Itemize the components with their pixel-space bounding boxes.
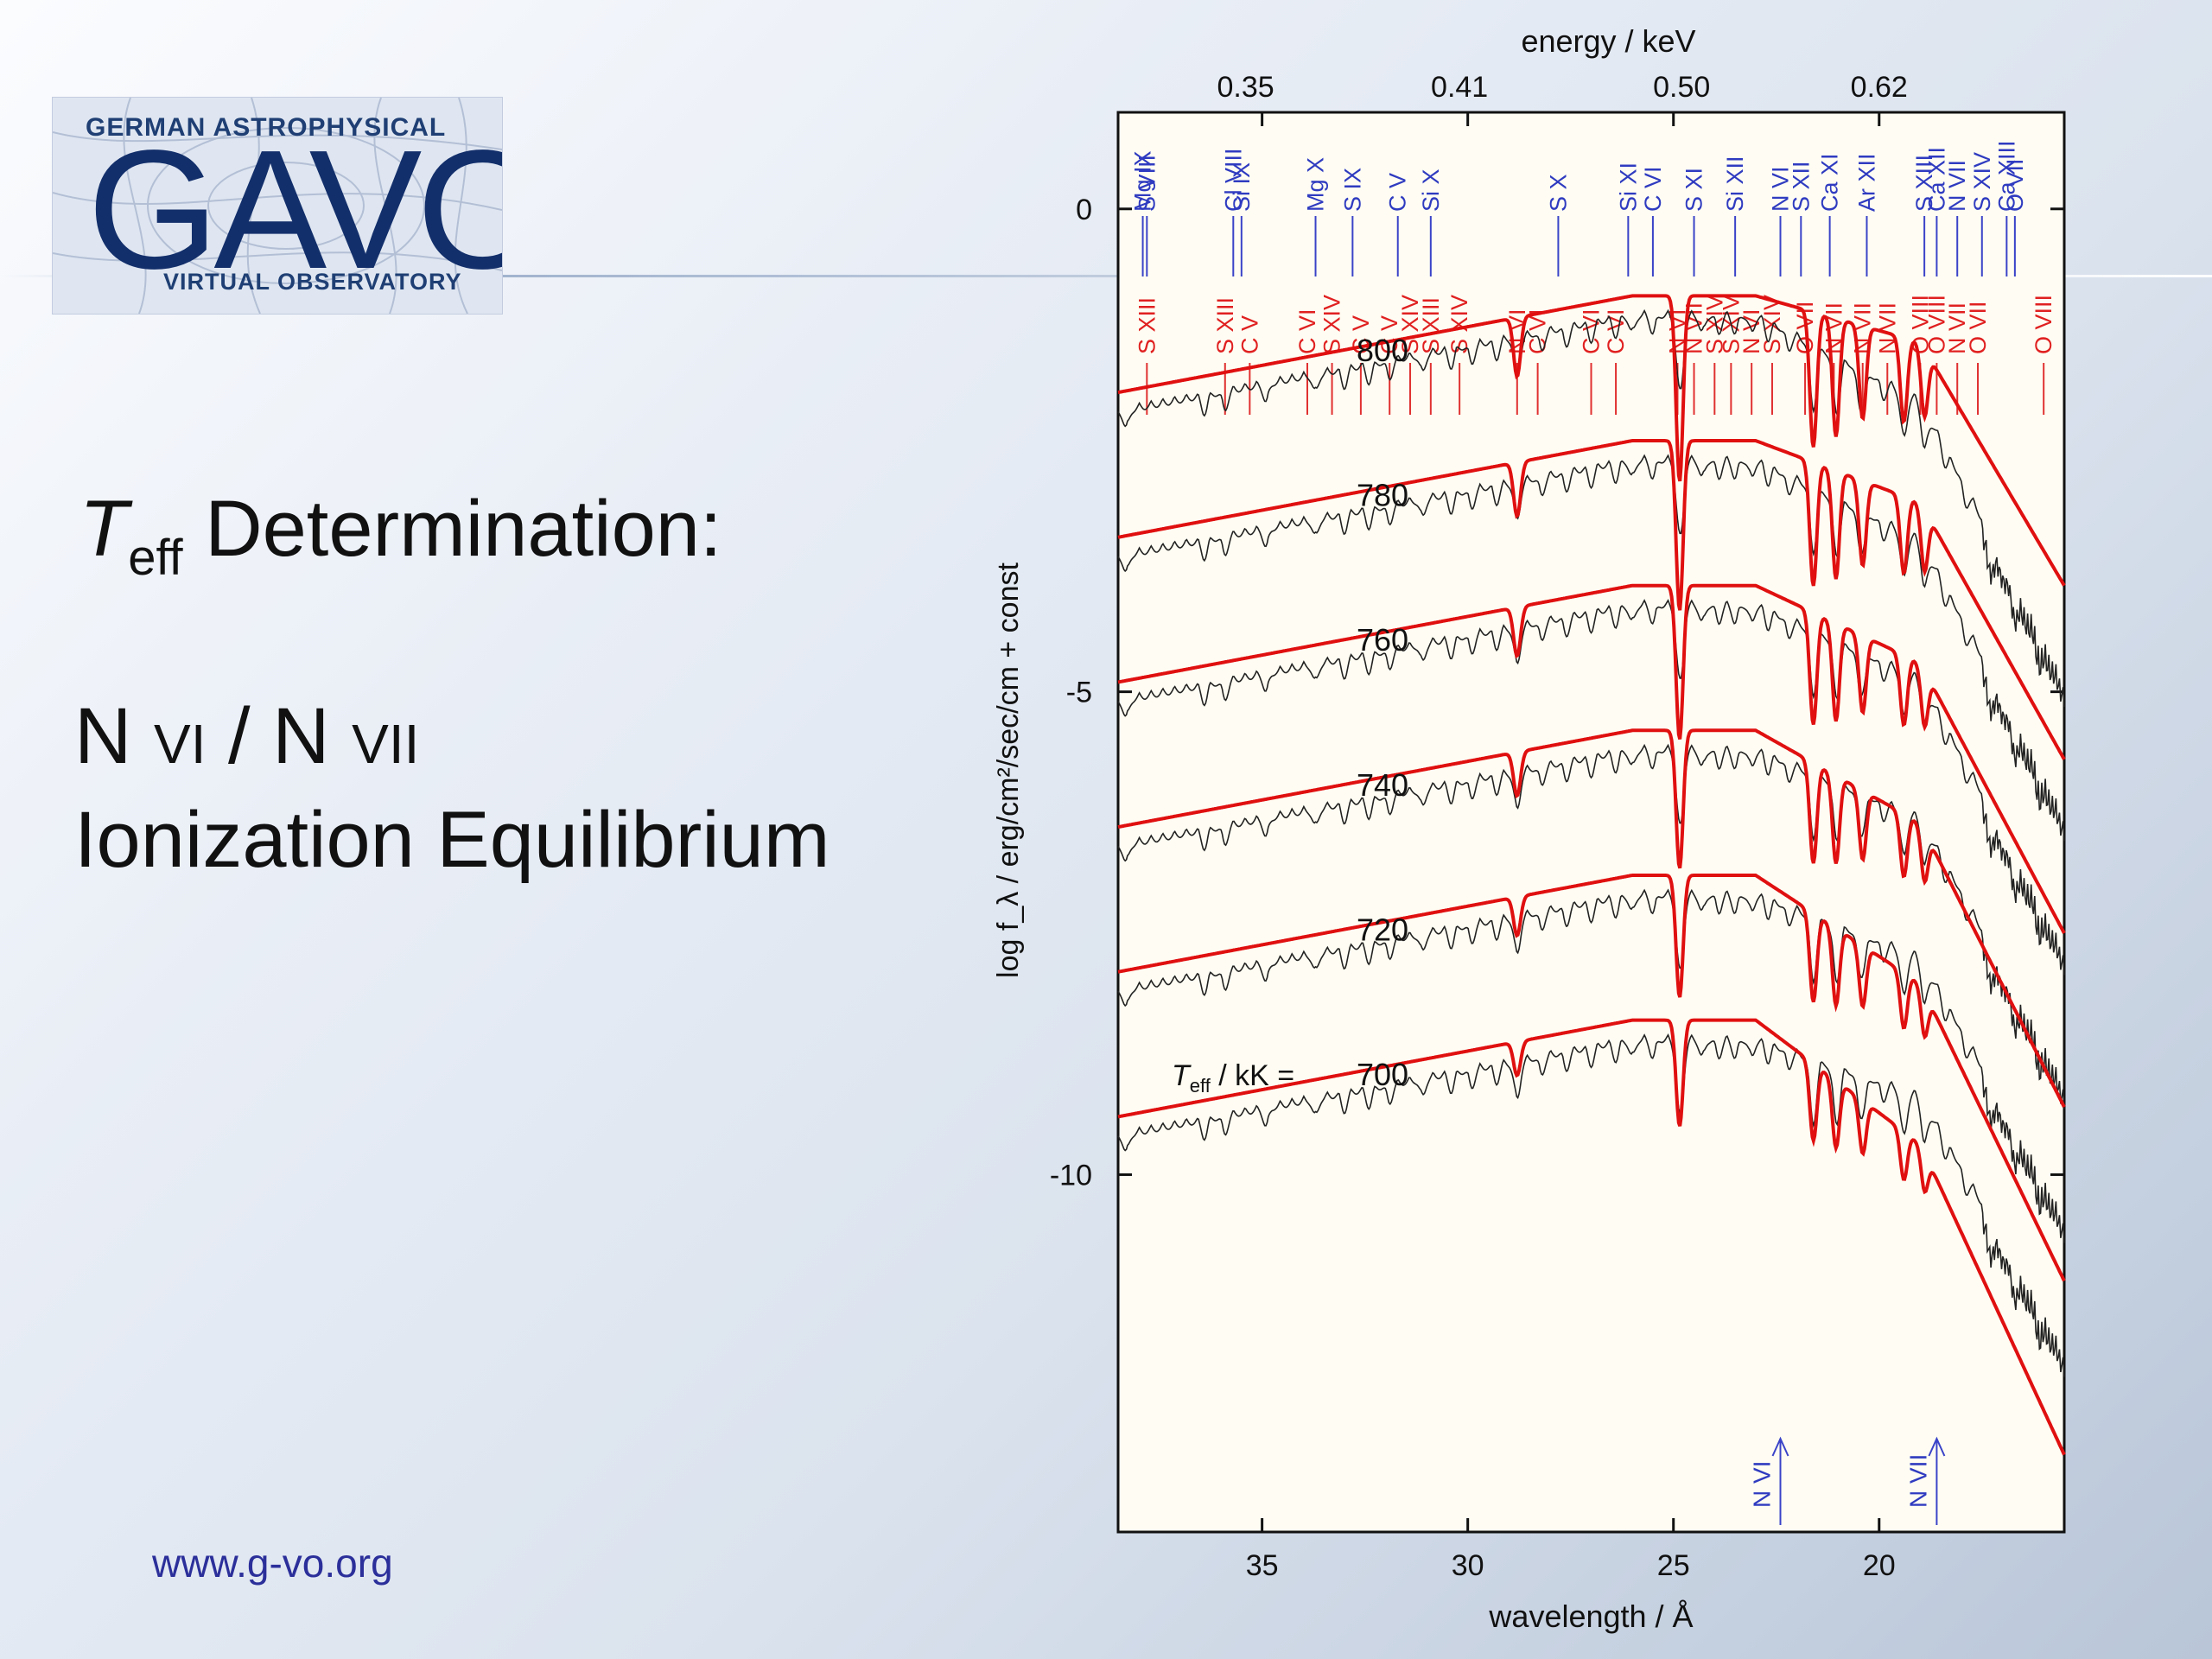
blue-line-label: Si XI [1615, 162, 1641, 212]
blue-line-label: S IX [1339, 168, 1365, 212]
blue-line-label: Ca XI [1817, 153, 1843, 212]
plot-area [1116, 111, 2066, 1534]
x-tick-label: 25 [1657, 1549, 1690, 1582]
series-label-760: 760 [1357, 622, 1408, 658]
ion-a: N [74, 692, 154, 780]
blue-line-label: S XIII [1911, 155, 1937, 212]
red-line-label: C V [1376, 315, 1402, 354]
series-label-800: 800 [1357, 333, 1408, 368]
model-spectrum-740 [1117, 728, 2066, 1109]
website-link[interactable]: www.g-vo.org [152, 1541, 393, 1586]
model-spectrum-780 [1117, 439, 2066, 760]
blue-line-label: S XI [1681, 168, 1707, 212]
blue-line-label: Cl VIII [1220, 148, 1246, 212]
arrow-label: N VII [1904, 1454, 1931, 1508]
blue-line-label: Mg IX [1130, 150, 1156, 212]
series-label-700: 700 [1357, 1057, 1408, 1092]
y-tick-label: -10 [1050, 1159, 1092, 1192]
x2-tick-label: 0.50 [1653, 71, 1710, 104]
gavo-logo: GERMAN ASTROPHYSICAL GAVO VIRTUAL OBSERV… [52, 97, 503, 315]
x2-tick-label: 0.41 [1431, 71, 1488, 104]
x-tick-label: 30 [1452, 1549, 1484, 1582]
blue-line-label: N VII [1944, 160, 1970, 212]
blue-line-label: C VI [1640, 166, 1666, 212]
blue-line-label: Si XII [1722, 156, 1748, 212]
x-tick-label: 20 [1863, 1549, 1896, 1582]
logo-bottom-text: VIRTUAL OBSERVATORY [163, 269, 462, 295]
y-tick-label: 0 [1076, 194, 1092, 226]
red-line-label: S XIII [1134, 297, 1160, 354]
x2-axis-label: energy / keV [1521, 23, 1695, 59]
y-axis-label: log f_λ / erg/cm²/sec/cm + const [992, 563, 1025, 978]
model-spectrum-800 [1117, 294, 2066, 587]
blue-line-label: Ca XII [1923, 147, 1949, 212]
blue-line-label: S XII [1788, 161, 1814, 212]
red-line-label: O VII [1965, 301, 1991, 354]
x2-tick-label: 0.35 [1217, 71, 1274, 104]
model-spectrum-700 [1117, 1018, 2066, 1456]
observed-spectrum-720 [1117, 888, 2065, 1243]
title-rest: Determination: [182, 485, 722, 573]
ion-d: VII [352, 713, 420, 775]
ionization-equilibrium-line: Ionization Equilibrium [74, 796, 830, 884]
arrow-head [1771, 1436, 1789, 1457]
y-tick-label: -5 [1066, 677, 1092, 709]
blue-line-label: N VI [1768, 166, 1794, 212]
model-spectrum-760 [1117, 583, 2066, 934]
slide-title: Teff Determination: [79, 484, 721, 587]
series-label-740: 740 [1357, 767, 1408, 803]
blue-line-label: Ca XIII [1993, 140, 2019, 212]
red-line-label: S XIII [1418, 297, 1444, 354]
red-line-label: S XIV [1446, 295, 1472, 354]
logo-background-grid [53, 98, 502, 314]
x-axis-label: wavelength / Å [1488, 1599, 1693, 1634]
red-line-label: S XIII [1212, 297, 1238, 354]
teff-label: Teff / kK = [1172, 1059, 1294, 1096]
blue-line-label: S VIII [1134, 155, 1160, 212]
ion-c: / N [206, 692, 353, 780]
red-line-label: S XIV [1319, 295, 1345, 354]
blue-line-label: Si IX [1229, 162, 1255, 212]
observed-spectrum-700 [1117, 1033, 2065, 1377]
model-spectrum-720 [1117, 874, 2066, 1282]
slide-divider-line [0, 275, 2212, 277]
logo-main-text: GAVO [87, 115, 503, 304]
x2-tick-label: 0.62 [1851, 71, 1908, 104]
red-line-label: C VI [1294, 308, 1320, 354]
observed-spectrum-800 [1117, 308, 2065, 708]
title-t: T [79, 485, 129, 573]
blue-line-label: S XIV [1969, 152, 1995, 212]
arrow-head [1928, 1436, 1946, 1457]
blue-line-label: Si X [1418, 168, 1444, 212]
blue-line-label: O VII [2002, 158, 2028, 212]
red-line-label: C VI [1603, 308, 1629, 354]
arrow-label: N VI [1749, 1461, 1776, 1508]
blue-line-label: S X [1545, 174, 1571, 212]
red-line-label: N VII [1944, 302, 1970, 354]
blue-line-label: Mg X [1303, 157, 1329, 212]
ion-ratio-line: N VI / N VII [74, 691, 419, 782]
series-label-780: 780 [1357, 477, 1408, 512]
red-line-label: O VIII [2031, 295, 2056, 354]
red-line-label: O VIII [1923, 295, 1949, 354]
blue-line-label: Ar XII [1853, 153, 1879, 212]
ion-b: VI [154, 713, 207, 775]
red-line-label: C V [1236, 315, 1262, 354]
red-line-label: C VI [1579, 308, 1605, 354]
blue-line-label: C V [1385, 173, 1411, 212]
x-tick-label: 35 [1246, 1549, 1279, 1582]
title-sub: eff [128, 530, 183, 586]
red-line-label: S XIV [1397, 295, 1423, 354]
series-label-720: 720 [1357, 912, 1408, 947]
logo-top-text: GERMAN ASTROPHYSICAL [86, 113, 447, 142]
